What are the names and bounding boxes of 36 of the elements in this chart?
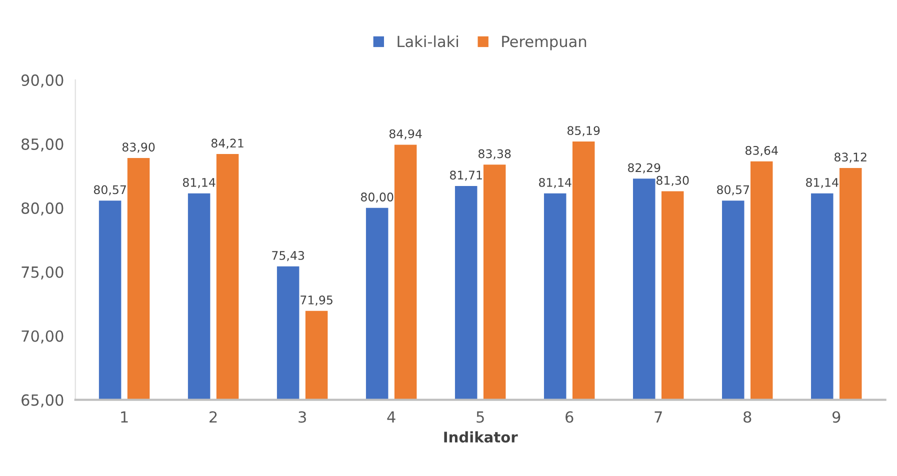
data-label: 84,94: [389, 129, 422, 140]
data-label: 81,14: [182, 178, 216, 188]
x-tick-label: 9: [832, 411, 840, 423]
legend-label: Laki-laki: [398, 35, 458, 48]
data-label: 83,12: [834, 152, 866, 163]
data-label: 81,14: [539, 178, 572, 188]
x-tick-label: 3: [298, 411, 306, 423]
data-label: 83,64: [746, 146, 778, 156]
data-label: 83,90: [122, 142, 155, 153]
x-tick-label: 7: [654, 411, 662, 423]
y-tick-label: 85,00: [22, 138, 64, 152]
legend-label: Perempuan: [502, 36, 586, 50]
data-label: 81,71: [450, 170, 482, 181]
y-tick-label: 90,00: [21, 74, 64, 88]
y-tick-label: 75,00: [22, 266, 64, 280]
x-tick-label: 4: [387, 411, 396, 423]
data-label: 84,21: [211, 138, 244, 149]
x-tick-label: 2: [210, 411, 217, 423]
data-label: 71,95: [300, 296, 332, 306]
y-tick-label: 80,00: [22, 202, 64, 216]
data-label: 80,57: [717, 185, 750, 196]
x-tick-label: 6: [566, 411, 574, 423]
x-tick-label: 5: [476, 411, 484, 423]
data-label: 75,43: [272, 251, 304, 262]
data-label: 81,14: [806, 178, 838, 188]
data-label: 85,19: [567, 126, 600, 136]
x-tick-label: 1: [121, 411, 128, 423]
y-tick-label: 70,00: [22, 330, 64, 344]
y-tick-label: 65,00: [22, 394, 64, 408]
data-label: 80,57: [94, 185, 126, 196]
data-label: 83,38: [478, 149, 511, 160]
x-axis-title: Indikator: [444, 431, 518, 443]
data-label: 80,00: [360, 192, 394, 203]
data-label: 81,30: [656, 176, 689, 186]
x-tick-label: 8: [744, 411, 752, 423]
data-label: 82,29: [628, 163, 660, 174]
